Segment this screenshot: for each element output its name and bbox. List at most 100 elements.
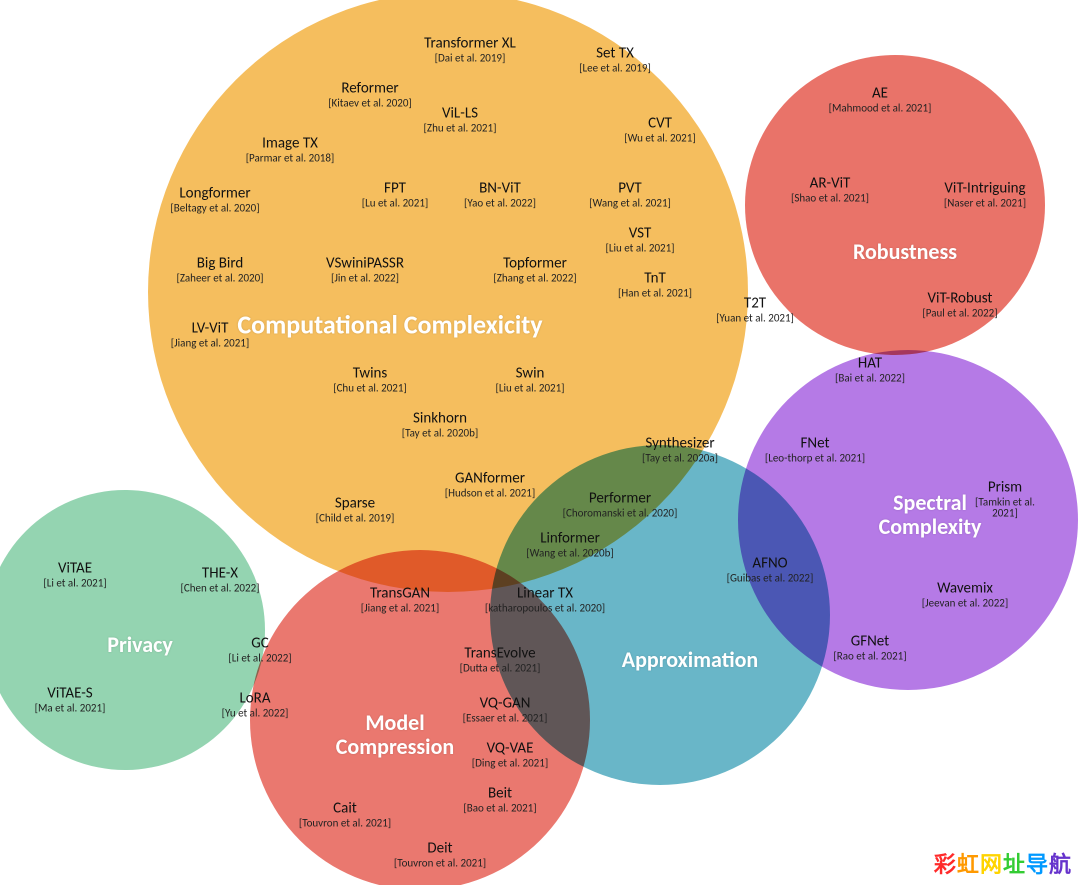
paper-ref: [Dai et al. 2019]	[424, 52, 516, 64]
paper-item: ViT-Robust[Paul et al. 2022]	[922, 291, 997, 318]
paper-name: FPT	[362, 181, 429, 197]
category-label-privacy: Privacy	[107, 633, 173, 657]
paper-ref: [Wang et al. 2020b]	[526, 547, 614, 559]
paper-name: Image TX	[246, 136, 335, 152]
paper-name: CVT	[624, 116, 695, 132]
paper-name: Swin	[495, 366, 564, 382]
paper-ref: [Bai et al. 2022]	[835, 372, 905, 384]
watermark: 彩虹网址导航	[934, 847, 1072, 879]
paper-name: Reformer	[328, 81, 412, 97]
paper-ref: [Wang et al. 2021]	[589, 197, 671, 209]
category-label-model: Model Compression	[336, 711, 454, 759]
category-label-robust: Robustness	[853, 240, 957, 264]
paper-item: THE-X[Chen et al. 2022]	[180, 566, 259, 593]
paper-item: FPT[Lu et al. 2021]	[362, 181, 429, 208]
paper-ref: [Jin et al. 2022]	[326, 272, 404, 284]
paper-ref: [Essaer et al. 2021]	[463, 712, 548, 724]
paper-name: THE-X	[180, 566, 259, 582]
paper-name: VSwiniPASSR	[326, 256, 404, 272]
paper-name: AE	[829, 86, 932, 102]
paper-ref: [Lu et al. 2021]	[362, 197, 429, 209]
paper-item: VQ-VAE[Ding et al. 2021]	[472, 741, 548, 768]
paper-item: ViTAE-S[Ma et al. 2021]	[35, 686, 106, 713]
paper-ref: [Bao et al. 2021]	[463, 802, 536, 814]
paper-name: Synthesizer	[642, 436, 718, 452]
paper-item: Linear TX[katharopoulos et al. 2020]	[485, 586, 605, 613]
paper-ref: [Liu et al. 2021]	[495, 382, 564, 394]
paper-name: ViL-LS	[424, 106, 497, 122]
paper-item: Transformer XL[Dai et al. 2019]	[424, 36, 516, 63]
paper-ref: [Rao et al. 2021]	[833, 650, 906, 662]
paper-name: ViTAE	[43, 561, 106, 577]
paper-item: GANformer[Hudson et al. 2021]	[445, 471, 535, 498]
paper-item: Cait[Touvron et al. 2021]	[299, 801, 391, 828]
paper-item: ViT-Intriguing[Naser et al. 2021]	[944, 181, 1026, 208]
paper-item: ViL-LS[Zhu et al. 2021]	[424, 106, 497, 133]
paper-item: LV-ViT[Jiang et al. 2021]	[171, 321, 249, 348]
paper-name: Sparse	[316, 496, 395, 512]
paper-name: Beit	[463, 786, 536, 802]
paper-name: Cait	[299, 801, 391, 817]
paper-item: VQ-GAN[Essaer et al. 2021]	[463, 696, 548, 723]
paper-name: GC	[228, 636, 291, 652]
paper-item: TnT[Han et al. 2021]	[618, 271, 692, 298]
paper-name: GANformer	[445, 471, 535, 487]
paper-name: TransEvolve	[460, 646, 541, 662]
paper-name: TransGAN	[361, 586, 439, 602]
paper-ref: [Choromanski et al. 2020]	[563, 507, 678, 519]
paper-ref: [Yu et al. 2022]	[222, 707, 289, 719]
paper-item: LoRA[Yu et al. 2022]	[222, 691, 289, 718]
paper-ref: [Li et al. 2021]	[43, 577, 106, 589]
paper-name: PVT	[589, 181, 671, 197]
paper-item: BN-ViT[Yao et al. 2022]	[464, 181, 536, 208]
paper-name: ViT-Robust	[922, 291, 997, 307]
paper-ref: [Parmar et al. 2018]	[246, 152, 335, 164]
paper-item: CVT[Wu et al. 2021]	[624, 116, 695, 143]
paper-item: Swin[Liu et al. 2021]	[495, 366, 564, 393]
paper-ref: [Zaheer et al. 2020]	[176, 272, 263, 284]
paper-item: AR-ViT[Shao et al. 2021]	[791, 176, 869, 203]
paper-name: Longformer	[170, 186, 259, 202]
paper-ref: [Ding et al. 2021]	[472, 757, 548, 769]
paper-name: Linformer	[526, 531, 614, 547]
paper-name: GFNet	[833, 634, 906, 650]
paper-ref: [Tay et al. 2020b]	[402, 427, 479, 439]
paper-name: TnT	[618, 271, 692, 287]
paper-ref: [Jiang et al. 2021]	[361, 602, 439, 614]
paper-ref: [Jiang et al. 2021]	[171, 337, 249, 349]
paper-ref: [Zhu et al. 2021]	[424, 122, 497, 134]
paper-name: Wavemix	[922, 581, 1008, 597]
paper-name: Topformer	[493, 256, 576, 272]
paper-name: ViT-Intriguing	[944, 181, 1026, 197]
paper-item: Synthesizer[Tay et al. 2020a]	[642, 436, 718, 463]
paper-name: Big Bird	[176, 256, 263, 272]
paper-name: VST	[605, 226, 674, 242]
paper-item: AFNO[Guibas et al. 2022]	[727, 556, 814, 583]
paper-ref: [Wu et al. 2021]	[624, 132, 695, 144]
paper-ref: [Leo-thorp et al. 2021]	[765, 452, 865, 464]
paper-item: T2T[Yuan et al. 2021]	[716, 296, 794, 323]
paper-item: Sinkhorn[Tay et al. 2020b]	[402, 411, 479, 438]
category-label-comp: Computational Complexicity	[237, 311, 542, 340]
paper-name: Transformer XL	[424, 36, 516, 52]
category-label-spectral: Spectral Complexity	[879, 491, 982, 539]
paper-ref: [katharopoulos et al. 2020]	[485, 602, 605, 614]
paper-item: Big Bird[Zaheer et al. 2020]	[176, 256, 263, 283]
paper-ref: [Zhang et al. 2022]	[493, 272, 576, 284]
paper-name: ViTAE-S	[35, 686, 106, 702]
venn-diagram: Computational Complexicity Robustness Spec…	[0, 0, 1080, 885]
paper-ref: [Child et al. 2019]	[316, 512, 395, 524]
paper-item: Longformer[Beltagy et al. 2020]	[170, 186, 259, 213]
paper-item: GC[Li et al. 2022]	[228, 636, 291, 663]
paper-ref: [Touvron et al. 2021]	[299, 817, 391, 829]
paper-item: VST[Liu et al. 2021]	[605, 226, 674, 253]
paper-item: Beit[Bao et al. 2021]	[463, 786, 536, 813]
paper-item: VSwiniPASSR[Jin et al. 2022]	[326, 256, 404, 283]
paper-ref: [Guibas et al. 2022]	[727, 572, 814, 584]
paper-name: BN-ViT	[464, 181, 536, 197]
category-label-approx: Approximation	[622, 648, 758, 672]
paper-ref: [Jeevan et al. 2022]	[922, 597, 1008, 609]
paper-item: Prism[Tamkin et al. 2021]	[968, 481, 1043, 520]
paper-item: AE[Mahmood et al. 2021]	[829, 86, 932, 113]
paper-item: Sparse[Child et al. 2019]	[316, 496, 395, 523]
